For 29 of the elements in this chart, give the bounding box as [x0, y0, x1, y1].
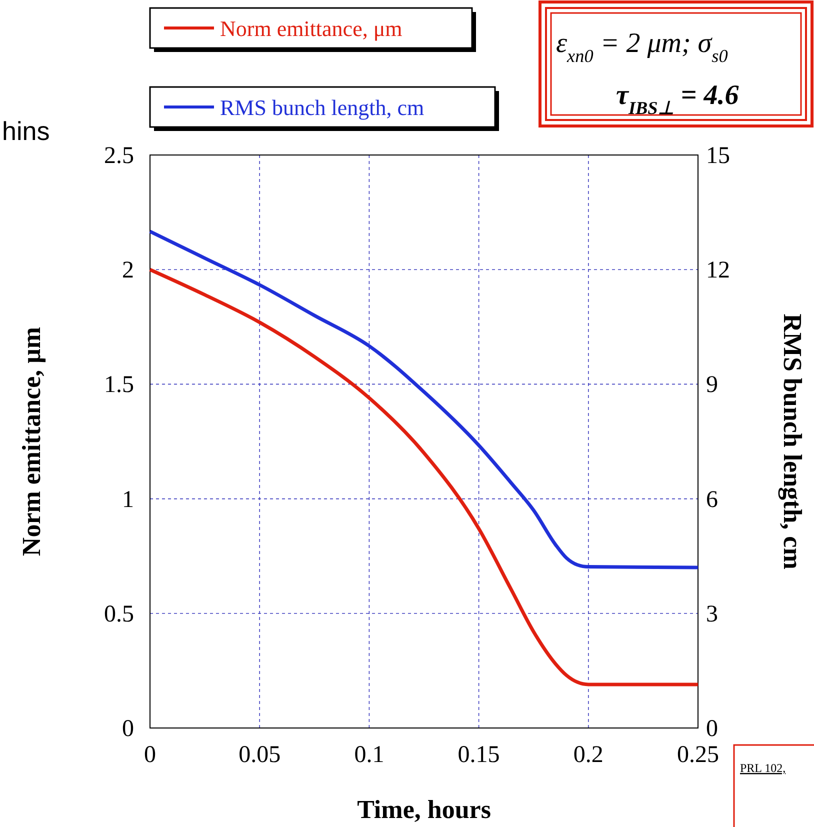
line-series	[148, 230, 700, 570]
y2-tick-label: 9	[706, 372, 718, 398]
y-tick-label: 1.5	[104, 372, 134, 398]
y-tick-label: 1	[122, 486, 134, 513]
y-axis-title: Norm emittance, μm	[17, 326, 46, 556]
text: hins	[2, 116, 50, 146]
x-axis-title: Time, hours	[357, 795, 491, 824]
x-tick-label: 0.05	[238, 742, 281, 768]
x-tick-label: 0.25	[677, 742, 719, 768]
y-tick-label: 2	[122, 258, 134, 284]
legend-label: Norm emittance, μm	[220, 16, 402, 41]
y2-tick-label: 3	[706, 601, 718, 628]
y2-tick-label: 12	[706, 258, 730, 284]
text: τ$_{IBS⊥}$ = 4.6	[616, 80, 739, 118]
y-tick-label: 2.5	[104, 143, 134, 169]
y2-tick-label: 0	[706, 716, 718, 742]
x-tick-label: 0.1	[354, 742, 384, 768]
x-tick-label: 0.15	[458, 742, 500, 768]
y2-tick-label: 15	[706, 143, 730, 169]
x-tick-label: 0.2	[573, 742, 604, 768]
y2-tick-label: 6	[706, 486, 718, 513]
text: ε$_{xn0}$ = 2 μm; σ$_{s0}$	[556, 28, 728, 66]
legend-label: RMS bunch length, cm	[220, 95, 424, 120]
y-tick-label: 0	[122, 716, 134, 742]
text: PRL 102,	[740, 761, 786, 775]
y-tick-label: 0.5	[104, 601, 134, 628]
x-tick-label: 0	[144, 742, 156, 768]
y2-axis-title: RMS bunch length, cm	[778, 314, 807, 570]
line-series	[148, 268, 700, 686]
